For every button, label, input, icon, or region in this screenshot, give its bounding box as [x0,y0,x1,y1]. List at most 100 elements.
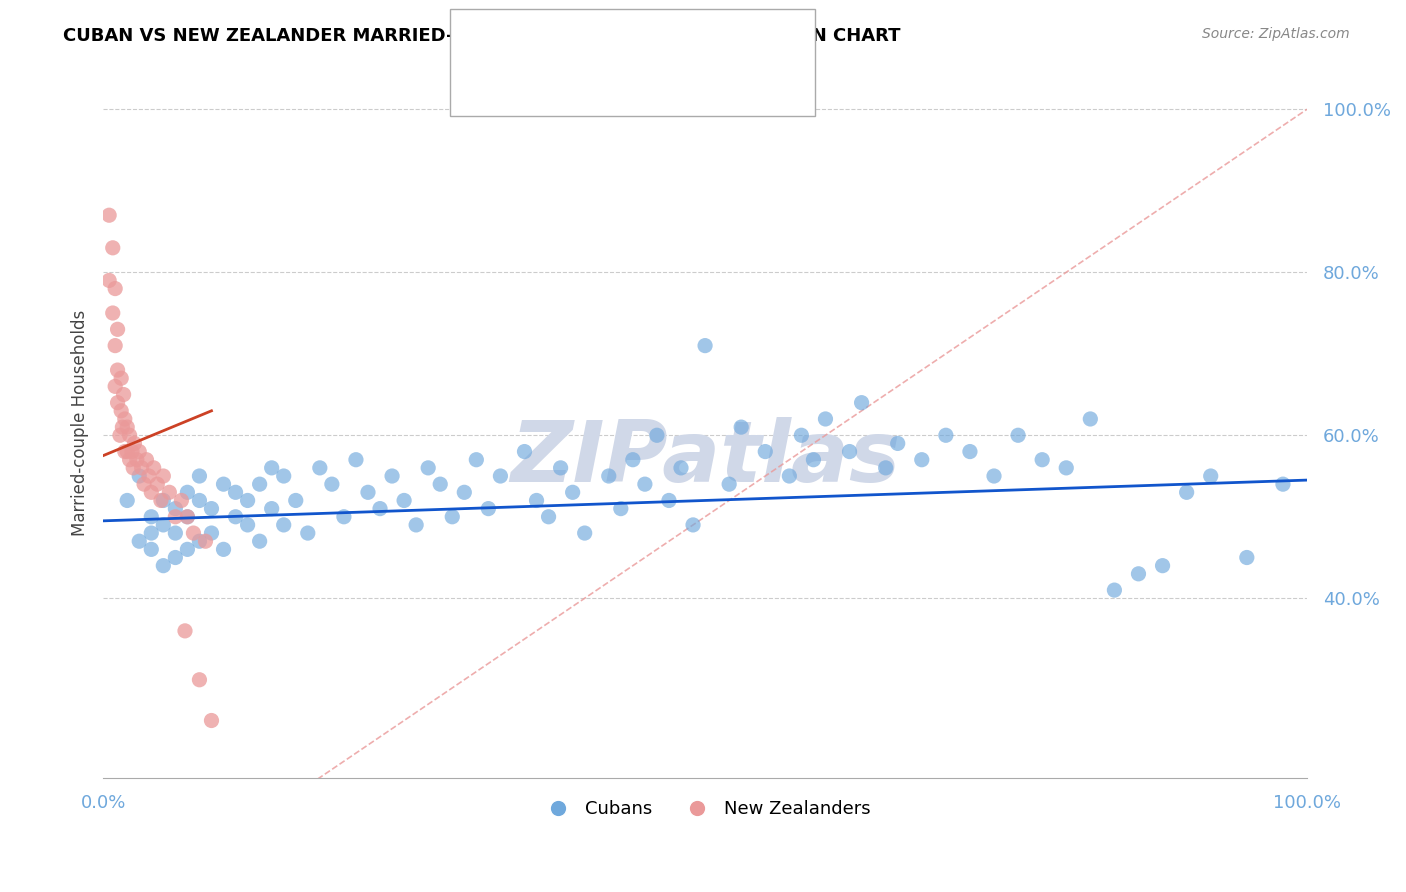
Point [225,485,247,500]
Point [152,517,174,532]
Point [260,501,283,516]
Point [98,208,121,222]
Point [104,282,127,296]
Point [669,461,692,475]
Point [101,241,124,255]
Y-axis label: Married-couple Households: Married-couple Households [72,310,89,536]
Point [176,509,198,524]
Point [959,444,981,458]
Point [141,542,163,557]
Point [1007,428,1029,442]
Point [381,469,404,483]
Point [125,452,148,467]
Point [183,526,205,541]
Point [634,477,657,491]
Point [513,444,536,458]
Point [429,477,451,491]
Point [284,493,307,508]
Point [1078,412,1101,426]
Point [838,444,860,458]
Point [260,461,283,475]
Point [273,469,295,483]
Text: 44: 44 [727,73,751,91]
Point [188,493,211,508]
Point [141,485,163,500]
Point [1152,558,1174,573]
Point [108,428,131,442]
Point [174,624,197,638]
Text: 0.082: 0.082 [589,73,641,91]
Point [111,420,134,434]
Point [344,452,367,467]
Point [107,322,129,336]
Point [170,493,193,508]
Point [98,273,121,287]
Point [983,469,1005,483]
Point [212,542,235,557]
Point [118,452,141,467]
Point [1199,469,1222,483]
Point [141,526,163,541]
Point [333,509,356,524]
Point [152,469,174,483]
Point [112,387,135,401]
Point [132,477,155,491]
Point [176,485,198,500]
Point [249,534,271,549]
Point [718,477,741,491]
Point [165,501,187,516]
Point [308,461,330,475]
Point [200,526,222,541]
Point [550,461,572,475]
Point [114,444,136,458]
Point [149,493,172,508]
Point [107,363,129,377]
Point [176,509,198,524]
Point [128,469,150,483]
Point [135,452,157,467]
Point [682,517,704,532]
Point [138,469,160,483]
Legend: Cubans, New Zealanders: Cubans, New Zealanders [533,793,877,825]
Point [115,420,138,434]
Point [157,485,180,500]
Point [610,501,633,516]
Point [1175,485,1198,500]
Point [1128,566,1150,581]
Point [165,550,187,565]
Point [321,477,343,491]
Point [194,534,217,549]
Point [790,428,813,442]
Point [814,412,837,426]
Text: R =: R = [531,36,568,54]
Point [418,461,440,475]
Point [297,526,319,541]
FancyBboxPatch shape [481,66,522,98]
Point [188,673,211,687]
Point [107,395,129,409]
Point [875,461,897,475]
Point [225,509,247,524]
Point [574,526,596,541]
Point [212,477,235,491]
Point [200,714,222,728]
Text: 0.165: 0.165 [589,36,641,54]
Point [124,436,146,450]
Text: CUBAN VS NEW ZEALANDER MARRIED-COUPLE HOUSEHOLDS CORRELATION CHART: CUBAN VS NEW ZEALANDER MARRIED-COUPLE HO… [63,27,901,45]
Point [101,306,124,320]
Point [110,404,132,418]
Point [104,379,127,393]
Point [851,395,873,409]
Point [114,412,136,426]
Point [115,444,138,458]
Point [152,558,174,573]
Point [118,428,141,442]
Point [273,517,295,532]
Point [1054,461,1077,475]
Point [489,469,512,483]
Point [392,493,415,508]
Point [598,469,620,483]
Point [152,493,174,508]
Text: N =: N = [666,73,703,91]
Point [441,509,464,524]
